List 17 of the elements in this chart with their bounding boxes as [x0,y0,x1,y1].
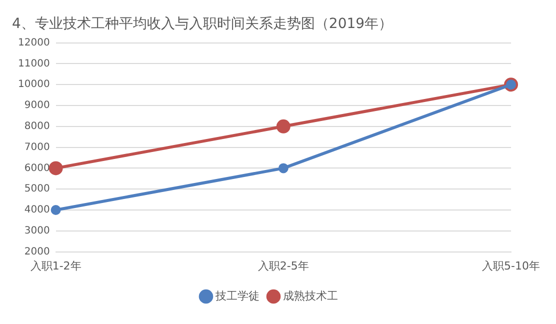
x-tick-label: 入职2-5年 [258,259,309,272]
y-tick-label: 5000 [24,184,50,195]
x-tick-label: 入职5-10年 [482,259,540,272]
legend-label: 技工学徒 [214,289,260,302]
y-tick-label: 4000 [24,204,50,216]
y-tick-label: 7000 [24,142,50,153]
y-tick-label: 3000 [24,225,50,236]
chart-title: 4、专业技术工种平均收入与入职时间关系走势图（2019年） [12,16,393,32]
y-tick-label: 11000 [18,58,50,70]
y-tick-label: 12000 [18,37,50,48]
y-tick-label: 10000 [18,79,50,90]
y-tick-label: 9000 [24,100,50,112]
x-tick-label: 入职1-2年 [30,259,82,272]
legend-label: 成熟技术工 [283,289,338,302]
y-tick-label: 8000 [24,120,50,132]
y-tick-label: 2000 [24,246,50,258]
y-tick-label: 6000 [24,162,50,174]
